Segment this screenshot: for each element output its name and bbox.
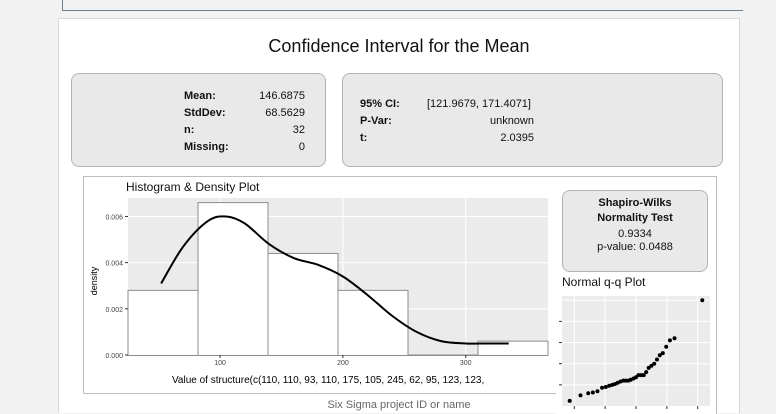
- ci-label: 95% CI:: [360, 98, 400, 110]
- mean-label: Mean:: [184, 90, 216, 102]
- histogram-bar: [127, 289, 199, 356]
- qq-point: [654, 357, 659, 362]
- qq-point: [578, 393, 583, 398]
- histogram-bar: [477, 340, 549, 357]
- histogram-bar: [267, 252, 339, 356]
- histogram-y-tick-label: 0.002: [105, 307, 123, 314]
- ci-value: [121.9679, 171.4071]: [427, 98, 531, 110]
- histogram-y-tick-label: 0.000: [105, 353, 123, 360]
- qq-point: [672, 336, 677, 341]
- top-frame-line: [62, 0, 743, 11]
- qq-point: [664, 344, 669, 349]
- ci-stats-box: 95% CI: [121.9679, 171.4071] P-Var: unkn…: [342, 73, 723, 167]
- shapiro-title-line2: Normality Test: [597, 212, 673, 224]
- histogram-panel: Histogram & Density Plot 0.000 0.002 0.004…: [83, 176, 559, 394]
- shapiro-stat: 0.9334: [618, 228, 652, 240]
- qq-point: [649, 363, 654, 368]
- density-curve: [160, 215, 509, 345]
- qq-point: [636, 373, 641, 378]
- n-label: n:: [184, 124, 195, 136]
- qq-point: [600, 385, 605, 390]
- qq-point: [586, 391, 591, 396]
- stddev-value: 68.5629: [265, 107, 305, 119]
- histogram-x-tick-label: 100: [214, 360, 226, 367]
- summary-stats-box: Mean: 146.6875 StdDev: 68.5629 n: 32 Mis…: [71, 73, 326, 167]
- histogram-bar: [337, 289, 409, 356]
- pvar-value: unknown: [489, 115, 534, 127]
- histogram-y-tick-label: 0.006: [105, 214, 123, 221]
- normality-panel: Shapiro-Wilks Normality Test 0.9334 p-va…: [556, 176, 717, 414]
- report-panel: Confidence Interval for the Mean Mean: 1…: [58, 18, 740, 414]
- stddev-label: StdDev:: [184, 107, 226, 119]
- qq-point: [641, 373, 646, 378]
- qq-point: [590, 390, 595, 395]
- qq-point: [603, 384, 608, 389]
- qq-point: [657, 353, 662, 358]
- qq-point: [652, 361, 657, 366]
- missing-value: 0: [298, 141, 305, 153]
- qq-chart: [559, 296, 710, 409]
- t-value: 2.0395: [500, 132, 534, 144]
- qq-point: [595, 389, 600, 394]
- histogram-title: Histogram & Density Plot: [126, 180, 260, 194]
- qq-title: Normal q-q Plot: [562, 275, 646, 289]
- shapiro-wilks-box: Shapiro-Wilks Normality Test 0.9334 p-va…: [562, 190, 708, 272]
- project-id-footer: Six Sigma project ID or name: [327, 399, 471, 411]
- histogram-x-tick-label: 200: [337, 360, 349, 367]
- histogram-y-tick-label: 0.004: [105, 261, 123, 268]
- mean-value: 146.6875: [259, 90, 305, 102]
- qq-point: [567, 398, 572, 403]
- qq-point: [646, 365, 651, 370]
- histogram-chart: 0.000 0.002 0.004 0.006 100 200 300 density V…: [89, 198, 549, 386]
- qq-point: [660, 351, 665, 356]
- page-title: Confidence Interval for the Mean: [268, 36, 530, 56]
- n-value: 32: [292, 124, 305, 136]
- qq-point: [700, 298, 705, 303]
- missing-label: Missing:: [184, 141, 229, 153]
- qq-point: [667, 338, 672, 343]
- qq-point: [644, 370, 649, 375]
- shapiro-pvalue: p-value: 0.0488: [597, 241, 673, 253]
- shapiro-title-line1: Shapiro-Wilks: [598, 197, 672, 209]
- histogram-x-axis-label: Value of structure(c(110, 110, 93, 110, …: [172, 375, 484, 386]
- histogram-bar: [407, 354, 479, 356]
- histogram-bar: [197, 202, 269, 357]
- histogram-y-axis-label: density: [89, 266, 99, 295]
- t-label: t:: [360, 132, 368, 144]
- histogram-x-tick-label: 300: [460, 360, 472, 367]
- qq-point: [607, 383, 612, 388]
- pvar-label: P-Var:: [360, 115, 392, 127]
